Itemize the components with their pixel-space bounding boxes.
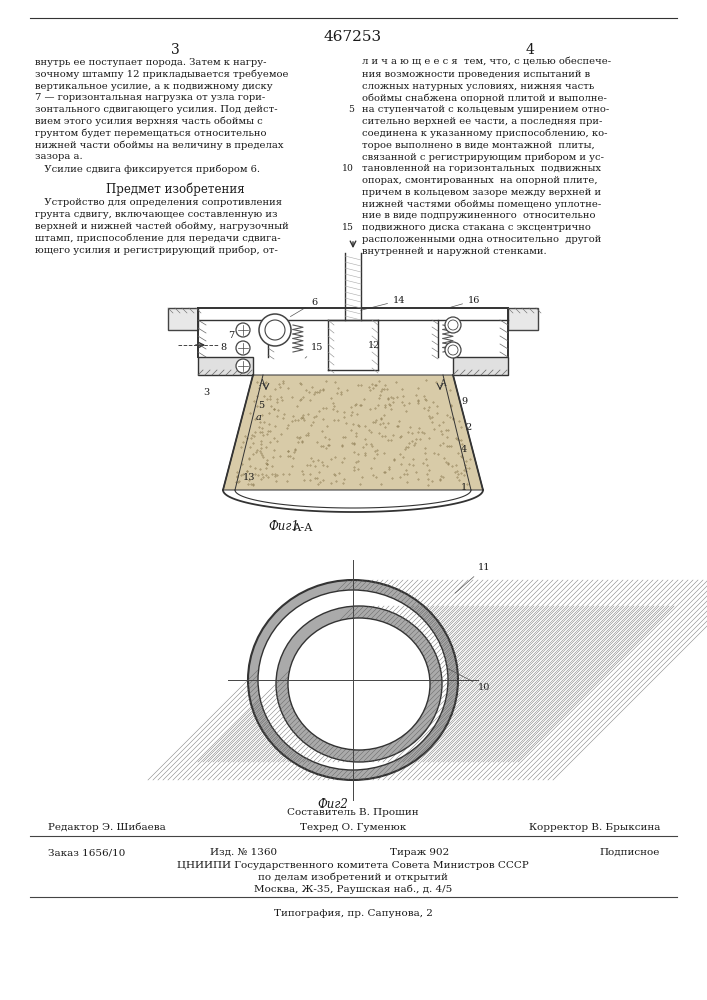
Text: зочному штампу 12 прикладывается требуемое: зочному штампу 12 прикладывается требуем… — [35, 70, 288, 79]
Text: А-А: А-А — [293, 523, 313, 533]
Text: 7 — горизонтальная нагрузка от узла гори-: 7 — горизонтальная нагрузка от узла гори… — [35, 93, 265, 102]
Ellipse shape — [276, 606, 442, 762]
Text: 10: 10 — [443, 666, 491, 692]
Text: Москва, Ж-35, Раушская наб., д. 4/5: Москва, Ж-35, Раушская наб., д. 4/5 — [254, 885, 452, 894]
Text: Типография, пр. Сапунова, 2: Типография, пр. Сапунова, 2 — [274, 909, 433, 918]
Text: 1: 1 — [461, 483, 467, 492]
Text: 11: 11 — [455, 563, 491, 593]
Text: 16: 16 — [450, 296, 480, 307]
Polygon shape — [223, 375, 483, 490]
Text: ния возможности проведения испытаний в: ния возможности проведения испытаний в — [362, 70, 590, 79]
Text: тановленной на горизонтальных  подвижных: тановленной на горизонтальных подвижных — [362, 164, 601, 173]
Text: грунтом будет перемещаться относительно: грунтом будет перемещаться относительно — [35, 129, 267, 138]
Text: 15: 15 — [305, 343, 323, 358]
Ellipse shape — [248, 580, 458, 780]
Text: 467253: 467253 — [324, 30, 382, 44]
Text: 9: 9 — [461, 397, 467, 406]
Text: 4: 4 — [525, 43, 534, 57]
Text: 3: 3 — [170, 43, 180, 57]
Circle shape — [236, 341, 250, 355]
Text: ЦНИИПИ Государственного комитета Совета Министров СССР: ЦНИИПИ Государственного комитета Совета … — [177, 861, 529, 870]
Text: торое выполнено в виде монтажной  плиты,: торое выполнено в виде монтажной плиты, — [362, 141, 595, 150]
Text: зазора а.: зазора а. — [35, 152, 83, 161]
Text: Фиг2: Фиг2 — [317, 798, 349, 811]
Ellipse shape — [288, 618, 430, 750]
Text: ющего усилия и регистрирующий прибор, от-: ющего усилия и регистрирующий прибор, от… — [35, 245, 278, 255]
Text: Предмет изобретения: Предмет изобретения — [105, 183, 245, 196]
Text: а: а — [256, 413, 262, 422]
Text: внутрь ее поступает порода. Затем к нагру-: внутрь ее поступает порода. Затем к нагр… — [35, 58, 267, 67]
Text: на ступенчатой с кольцевым уширением отно-: на ступенчатой с кольцевым уширением отн… — [362, 105, 609, 114]
Circle shape — [236, 323, 250, 337]
Text: причем в кольцевом зазоре между верхней и: причем в кольцевом зазоре между верхней … — [362, 188, 601, 197]
Text: 5: 5 — [348, 105, 354, 114]
Text: 7: 7 — [228, 331, 234, 340]
Text: штамп, приспособление для передачи сдвига-: штамп, приспособление для передачи сдвиг… — [35, 233, 281, 243]
Text: нижней части обоймы на величину в пределах: нижней части обоймы на величину в предел… — [35, 141, 284, 150]
Text: 6: 6 — [291, 298, 317, 317]
Text: Фиг1: Фиг1 — [268, 520, 299, 533]
Text: Изд. № 1360: Изд. № 1360 — [210, 848, 277, 857]
Text: Техред О. Гуменюк: Техред О. Гуменюк — [300, 823, 406, 832]
Text: грунта сдвигу, включающее составленную из: грунта сдвигу, включающее составленную и… — [35, 210, 278, 219]
Ellipse shape — [258, 590, 448, 770]
Text: верхней и нижней частей обойму, нагрузочный: верхней и нижней частей обойму, нагрузоч… — [35, 222, 288, 231]
Polygon shape — [168, 308, 198, 330]
Text: подвижного диска стакана с эксцентрично: подвижного диска стакана с эксцентрично — [362, 223, 591, 232]
Text: опорах, смонтированных  на опорной плите,: опорах, смонтированных на опорной плите, — [362, 176, 597, 185]
Text: вертикальное усилие, а к подвижному диску: вертикальное усилие, а к подвижному диск… — [35, 82, 273, 91]
Text: соединена к указанному приспособлению, ко-: соединена к указанному приспособлению, к… — [362, 129, 607, 138]
Text: обоймы снабжена опорной плитой и выполне-: обоймы снабжена опорной плитой и выполне… — [362, 93, 607, 103]
Text: расположенными одна относительно  другой: расположенными одна относительно другой — [362, 235, 602, 244]
Text: связанной с регистрирующим прибором и ус-: связанной с регистрирующим прибором и ус… — [362, 152, 604, 162]
Text: Заказ 1656/10: Заказ 1656/10 — [48, 848, 125, 857]
Text: 10: 10 — [342, 164, 354, 173]
Text: 12: 12 — [368, 341, 380, 350]
Text: л и ч а ю щ е е с я  тем, что, с целью обеспече-: л и ч а ю щ е е с я тем, что, с целью об… — [362, 58, 611, 67]
Text: внутренней и наружной стенками.: внутренней и наружной стенками. — [362, 247, 547, 256]
Polygon shape — [453, 357, 508, 375]
Circle shape — [445, 317, 461, 333]
Text: сложных натурных условиях, нижняя часть: сложных натурных условиях, нижняя часть — [362, 82, 595, 91]
Text: Корректор В. Брыксина: Корректор В. Брыксина — [529, 823, 660, 832]
Text: А: А — [440, 378, 447, 387]
Text: 5: 5 — [258, 401, 264, 410]
Text: 14: 14 — [361, 296, 406, 310]
Text: 13: 13 — [243, 473, 255, 482]
Text: Устройство для определения сопротивления: Устройство для определения сопротивления — [35, 198, 282, 207]
Text: А: А — [259, 378, 266, 387]
Text: Усилие сдвига фиксируется прибором 6.: Усилие сдвига фиксируется прибором 6. — [35, 164, 260, 174]
Text: 2: 2 — [465, 423, 472, 432]
Text: по делам изобретений и открытий: по делам изобретений и открытий — [258, 873, 448, 882]
Text: Редактор Э. Шибаева: Редактор Э. Шибаева — [48, 823, 165, 832]
Text: 3: 3 — [203, 388, 209, 397]
Text: 4: 4 — [461, 445, 467, 454]
Polygon shape — [508, 308, 538, 330]
Circle shape — [259, 314, 291, 346]
Text: сительно верхней ее части, а последняя при-: сительно верхней ее части, а последняя п… — [362, 117, 602, 126]
Text: зонтального сдвигающего усилия. Под дейст-: зонтального сдвигающего усилия. Под дейс… — [35, 105, 278, 114]
Text: Подписное: Подписное — [600, 848, 660, 857]
Circle shape — [445, 342, 461, 358]
Text: Тираж 902: Тираж 902 — [390, 848, 449, 857]
Polygon shape — [198, 357, 253, 375]
Text: ние в виде подпружиненного  относительно: ние в виде подпружиненного относительно — [362, 211, 595, 220]
Circle shape — [236, 359, 250, 373]
Text: Составитель В. Прошин: Составитель В. Прошин — [287, 808, 419, 817]
Text: 8: 8 — [220, 343, 226, 352]
Text: вием этого усилия верхняя часть обоймы с: вием этого усилия верхняя часть обоймы с — [35, 117, 263, 126]
Text: 15: 15 — [342, 223, 354, 232]
Text: нижней частями обоймы помещено уплотне-: нижней частями обоймы помещено уплотне- — [362, 200, 601, 209]
